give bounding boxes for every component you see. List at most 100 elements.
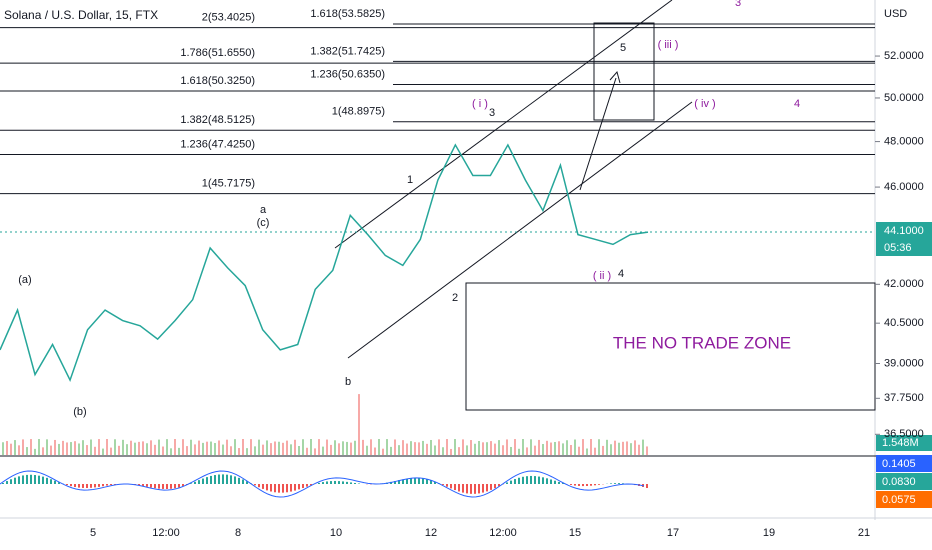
wave-label: 1 xyxy=(407,174,413,186)
volume-bar xyxy=(178,447,180,455)
volume-bar xyxy=(478,440,480,455)
osc-bar xyxy=(170,484,172,489)
fib-label: 1.618(53.5825) xyxy=(310,8,385,20)
volume-bar xyxy=(78,443,80,455)
volume-bar xyxy=(54,439,56,455)
osc-bar xyxy=(274,484,276,493)
osc-bar xyxy=(554,480,556,484)
volume-bar xyxy=(606,439,608,455)
osc-bar xyxy=(614,483,616,484)
volume-bar xyxy=(130,440,132,455)
osc-bar xyxy=(262,484,264,489)
wave-label: 3 xyxy=(489,107,495,119)
volume-bar xyxy=(182,439,184,455)
osc-bar xyxy=(618,483,620,484)
osc-bar xyxy=(226,474,228,484)
volume-bar xyxy=(138,441,140,455)
osc-line xyxy=(0,470,645,498)
osc-bar xyxy=(542,477,544,484)
x-tick-label: 10 xyxy=(330,527,342,539)
osc-bar xyxy=(458,484,460,492)
volume-bar xyxy=(506,439,508,455)
volume-bar xyxy=(574,439,576,455)
volume-bar xyxy=(402,440,404,455)
volume-bar xyxy=(446,439,448,455)
volume-bar xyxy=(238,448,240,455)
osc-bar xyxy=(302,484,304,489)
volume-bar xyxy=(334,440,336,455)
symbol-title: Solana / U.S. Dollar, 15, FTX xyxy=(4,8,158,22)
volume-bar xyxy=(186,446,188,455)
volume-bar xyxy=(142,441,144,455)
volume-bar xyxy=(198,440,200,455)
wave-label: 4 xyxy=(618,268,624,280)
osc-bar xyxy=(342,481,344,484)
osc-bar xyxy=(146,484,148,487)
volume-bar xyxy=(302,439,304,455)
osc-bar xyxy=(470,484,472,494)
volume-bar xyxy=(386,439,388,455)
volume-bar xyxy=(214,443,216,455)
osc-bar xyxy=(558,481,560,484)
osc-bar xyxy=(410,478,412,484)
y-tick-label: 50.0000 xyxy=(884,92,924,104)
osc-bar xyxy=(206,477,208,484)
osc-bar xyxy=(578,484,580,486)
osc-bar xyxy=(394,481,396,484)
volume-bar xyxy=(14,440,16,455)
osc-bar xyxy=(494,484,496,489)
volume-bar xyxy=(326,439,328,455)
osc-bar xyxy=(22,475,24,484)
osc-bar xyxy=(270,484,272,492)
volume-bar xyxy=(30,439,32,455)
volume-bar xyxy=(546,440,548,455)
osc-bar xyxy=(474,484,476,494)
osc-bar xyxy=(238,477,240,484)
volume-bar xyxy=(566,440,568,455)
volume-bar xyxy=(342,441,344,455)
wave-label: 5 xyxy=(620,42,626,54)
osc-bar xyxy=(574,484,576,486)
volume-bar xyxy=(494,443,496,455)
volume-bar xyxy=(562,443,564,455)
osc-bar xyxy=(326,481,328,484)
price-tag xyxy=(876,222,932,256)
osc-bar xyxy=(590,484,592,486)
osc-bar xyxy=(310,484,312,486)
x-tick-label: 8 xyxy=(235,527,241,539)
osc-bar xyxy=(54,480,56,484)
volume-bar xyxy=(74,441,76,455)
osc-bar xyxy=(70,484,72,487)
volume-bar xyxy=(262,444,264,455)
volume-bar xyxy=(218,440,220,455)
volume-bar xyxy=(82,440,84,455)
osc-bar xyxy=(102,484,104,487)
volume-bar xyxy=(626,441,628,455)
volume-bar xyxy=(10,443,12,455)
volume-bar xyxy=(362,439,364,455)
volume-bar xyxy=(538,439,540,455)
osc-bar xyxy=(466,484,468,494)
fib-label: 1.786(51.6550) xyxy=(180,47,255,59)
fib-label: 1.618(50.3250) xyxy=(180,75,255,87)
osc-bar xyxy=(450,484,452,489)
osc-bar xyxy=(214,475,216,484)
volume-bar xyxy=(438,439,440,455)
osc-bar xyxy=(322,482,324,484)
volume-bar xyxy=(94,446,96,455)
volume-bar xyxy=(418,442,420,455)
osc-bar xyxy=(166,484,168,489)
wave-label: (b) xyxy=(73,406,86,418)
volume-bar xyxy=(354,440,356,455)
wave-label: (a) xyxy=(18,274,31,286)
osc-bar xyxy=(290,484,292,492)
osc-bar xyxy=(598,484,600,485)
osc-bar xyxy=(482,484,484,493)
volume-bar xyxy=(426,443,428,455)
volume-bar xyxy=(586,448,588,455)
volume-bar xyxy=(550,442,552,455)
volume-bar xyxy=(598,439,600,455)
osc-bar xyxy=(110,484,112,485)
fib-label: 1(48.8975) xyxy=(332,106,385,118)
osc-bar xyxy=(422,478,424,484)
